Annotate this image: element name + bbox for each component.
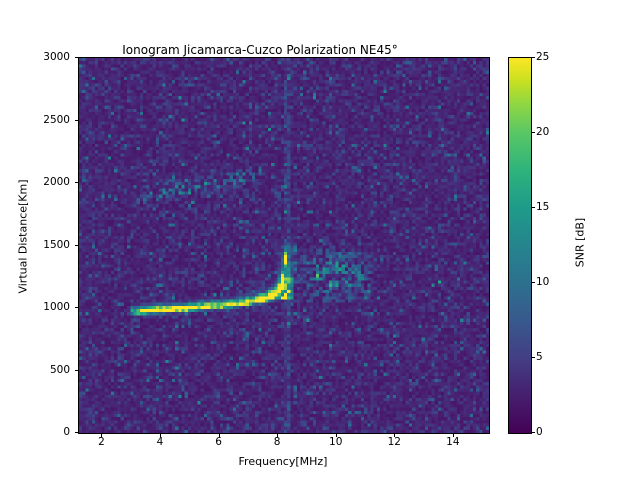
y-tick-mark xyxy=(74,182,78,183)
x-tick-mark xyxy=(453,433,454,437)
y-tick-mark xyxy=(74,245,78,246)
colorbar-tick-label: 20 xyxy=(536,126,550,138)
x-tick-label: 12 xyxy=(387,436,401,448)
x-tick-mark xyxy=(219,433,220,437)
y-tick-label: 1000 xyxy=(43,301,70,313)
x-tick-mark xyxy=(336,433,337,437)
x-tick-label: 8 xyxy=(273,436,281,448)
colorbar-label: SNR [dB] xyxy=(573,217,587,268)
x-tick-label: 2 xyxy=(98,436,105,448)
x-tick-label: 10 xyxy=(329,436,343,448)
y-tick-label: 500 xyxy=(49,363,70,376)
colorbar-tick-mark xyxy=(531,432,535,433)
x-tick-mark xyxy=(160,433,161,437)
y-tick-mark xyxy=(74,57,78,58)
y-tick-mark xyxy=(74,370,78,371)
colorbar-tick-label: 15 xyxy=(536,201,550,213)
plot-area xyxy=(78,57,490,434)
x-axis-label: Frequency[MHz] xyxy=(238,455,328,468)
colorbar-gradient xyxy=(508,57,532,434)
y-tick-mark xyxy=(74,307,78,308)
y-tick-label: 2000 xyxy=(43,176,70,188)
colorbar-tick-mark xyxy=(531,282,535,283)
y-tick-label: 2500 xyxy=(43,113,70,126)
y-tick-mark xyxy=(74,432,78,433)
y-tick-label: 1500 xyxy=(43,238,70,251)
colorbar-tick-mark xyxy=(531,357,535,358)
x-tick-label: 4 xyxy=(156,436,164,448)
y-tick-label: 0 xyxy=(63,426,70,438)
ionogram-heatmap xyxy=(79,58,489,433)
y-tick-label: 3000 xyxy=(43,51,70,63)
colorbar-tick-label: 5 xyxy=(536,351,543,363)
colorbar-tick-label: 10 xyxy=(536,276,550,288)
x-tick-label: 14 xyxy=(446,436,460,448)
colorbar-tick-label: 25 xyxy=(536,51,550,63)
x-tick-mark xyxy=(101,433,102,437)
title-line-1: Ionogram Jicamarca-Cuzco Polarization NE… xyxy=(122,43,398,57)
y-axis-label: Virtual Distance[Km] xyxy=(16,179,30,294)
colorbar-tick-mark xyxy=(531,207,535,208)
x-tick-label: 6 xyxy=(215,436,222,448)
colorbar-tick-label: 0 xyxy=(536,426,543,438)
x-tick-mark xyxy=(394,433,395,437)
colorbar-tick-mark xyxy=(531,57,535,58)
y-tick-mark xyxy=(74,120,78,121)
colorbar-tick-mark xyxy=(531,132,535,133)
x-tick-mark xyxy=(277,433,278,437)
